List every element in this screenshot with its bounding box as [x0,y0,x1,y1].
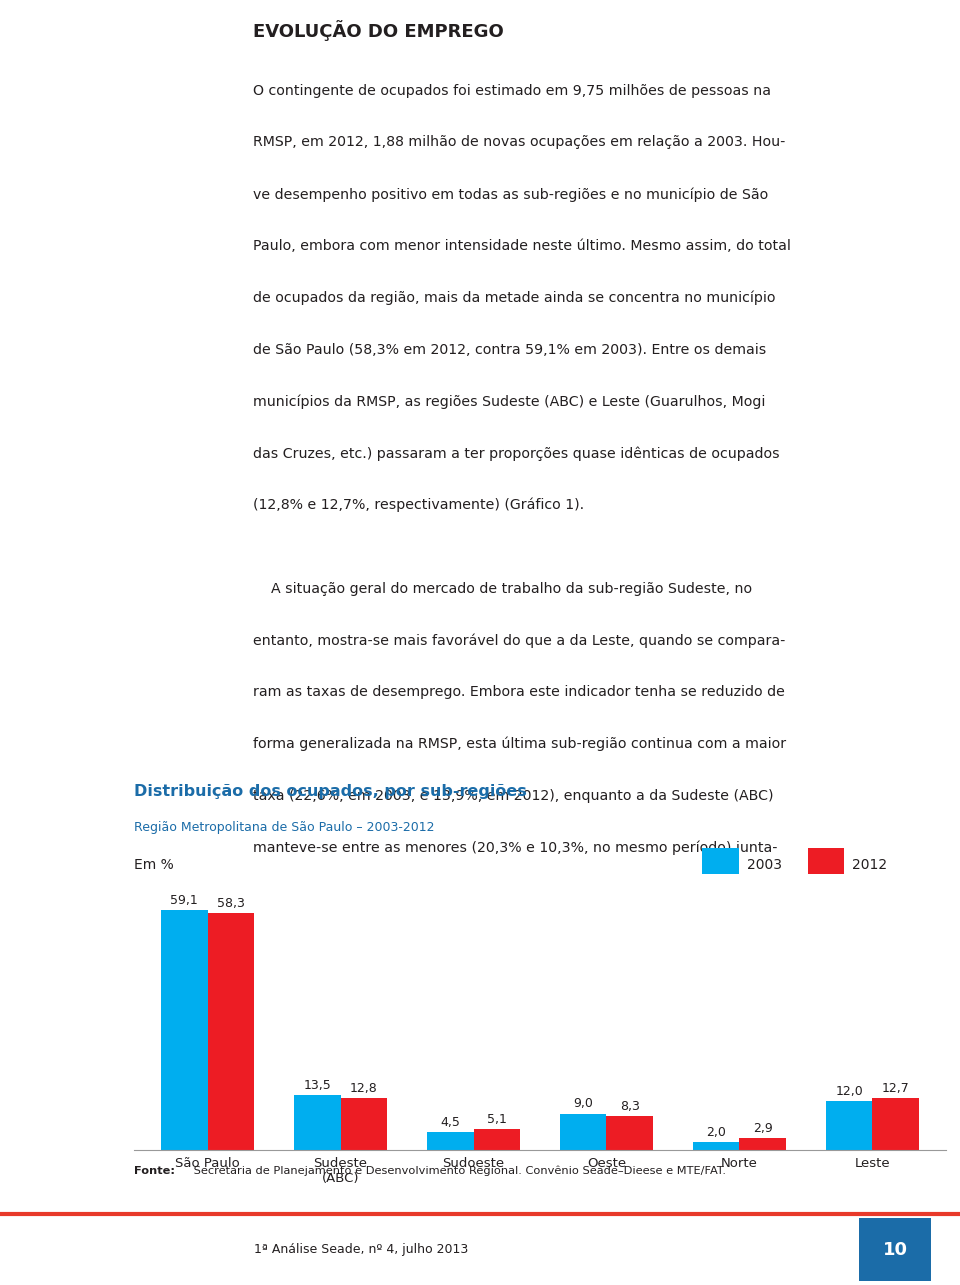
Text: Fonte:: Fonte: [134,1165,176,1176]
Text: entanto, mostra-se mais favorável do que a da Leste, quando se compara-: entanto, mostra-se mais favorável do que… [253,634,785,648]
Text: municípios da RMSP, as regiões Sudeste (ABC) e Leste (Guarulhos, Mogi: municípios da RMSP, as regiões Sudeste (… [253,394,766,409]
Bar [341,1099,387,1150]
Text: Distribuição dos ocupados, por sub-regiões: Distribuição dos ocupados, por sub-regiõ… [134,784,527,799]
Text: Secretaria de Planejamento e Desenvolvimento Regional. Convênio Seade–Dieese e M: Secretaria de Planejamento e Desenvolvim… [189,1165,726,1176]
Bar [693,1142,739,1150]
Text: G: G [60,824,74,842]
Bar [473,1130,520,1150]
Text: (12,8% e 12,7%, respectivamente) (Gráfico 1).: (12,8% e 12,7%, respectivamente) (Gráfic… [253,497,585,513]
Text: 5,1: 5,1 [487,1113,507,1126]
Text: ve desempenho positivo em todas as sub-regiões e no município de São: ve desempenho positivo em todas as sub-r… [253,188,769,202]
Text: O: O [60,1070,74,1090]
Text: EVOLUÇÃO DO EMPREGO: EVOLUÇÃO DO EMPREGO [253,19,504,41]
Text: de ocupados da região, mais da metade ainda se concentra no município: de ocupados da região, mais da metade ai… [253,290,776,306]
Text: 9,0: 9,0 [573,1097,593,1110]
Text: 12,8: 12,8 [350,1082,377,1095]
Bar [703,848,739,882]
Text: Em %: Em % [134,858,174,871]
Text: Á: Á [60,906,74,924]
Bar [807,848,844,882]
Bar [607,1117,653,1150]
Bar [207,914,254,1150]
Text: 12,0: 12,0 [835,1085,863,1099]
Text: 4,5: 4,5 [441,1115,460,1128]
Text: 1ª Análise Seade, nº 4, julho 2013: 1ª Análise Seade, nº 4, julho 2013 [254,1243,468,1257]
Text: 1: 1 [60,1118,74,1139]
Bar [294,1095,341,1150]
Text: forma generalizada na RMSP, esta última sub-região continua com a maior: forma generalizada na RMSP, esta última … [253,736,786,752]
Text: taxa (22,6%, em 2003, e 13,9%, em 2012), enquanto a da Sudeste (ABC): taxa (22,6%, em 2003, e 13,9%, em 2012),… [253,789,774,803]
Text: 59,1: 59,1 [170,893,198,907]
Text: I: I [63,988,70,1006]
Text: Paulo, embora com menor intensidade neste último. Mesmo assim, do total: Paulo, embora com menor intensidade nest… [253,239,791,253]
Text: 2,0: 2,0 [707,1126,726,1139]
Text: F: F [60,947,73,965]
Bar [873,1099,919,1150]
Bar [859,1218,931,1281]
Text: 12,7: 12,7 [882,1082,910,1095]
Text: 2,9: 2,9 [753,1122,773,1135]
Bar [560,1114,607,1150]
Text: C: C [60,1029,73,1047]
Text: de São Paulo (58,3% em 2012, contra 59,1% em 2003). Entre os demais: de São Paulo (58,3% em 2012, contra 59,1… [253,343,767,356]
Text: R: R [60,865,74,883]
Text: RMSP, em 2012, 1,88 milhão de novas ocupações em relação a 2003. Hou-: RMSP, em 2012, 1,88 milhão de novas ocup… [253,135,785,149]
Text: mente com a do município de São Paulo (Gráfico 2).: mente com a do município de São Paulo (G… [253,892,623,907]
Text: 58,3: 58,3 [217,897,245,910]
Text: ram as taxas de desemprego. Embora este indicador tenha se reduzido de: ram as taxas de desemprego. Embora este … [253,685,785,699]
Text: Região Metropolitana de São Paulo – 2003-2012: Região Metropolitana de São Paulo – 2003… [134,821,435,834]
Text: 8,3: 8,3 [620,1100,639,1113]
Bar [427,1132,473,1150]
Text: manteve-se entre as menores (20,3% e 10,3%, no mesmo período) junta-: manteve-se entre as menores (20,3% e 10,… [253,840,778,855]
Text: 2003: 2003 [747,858,781,871]
Text: A situação geral do mercado de trabalho da sub-região Sudeste, no: A situação geral do mercado de trabalho … [253,582,753,595]
Text: 2012: 2012 [852,858,887,871]
Text: 13,5: 13,5 [303,1079,331,1092]
Bar [161,910,207,1150]
Bar [739,1139,786,1150]
Text: 10: 10 [882,1240,908,1259]
Text: O contingente de ocupados foi estimado em 9,75 milhões de pessoas na: O contingente de ocupados foi estimado e… [253,84,772,98]
Text: das Cruzes, etc.) passaram a ter proporções quase idênticas de ocupados: das Cruzes, etc.) passaram a ter proporç… [253,446,780,460]
Bar [826,1101,873,1150]
